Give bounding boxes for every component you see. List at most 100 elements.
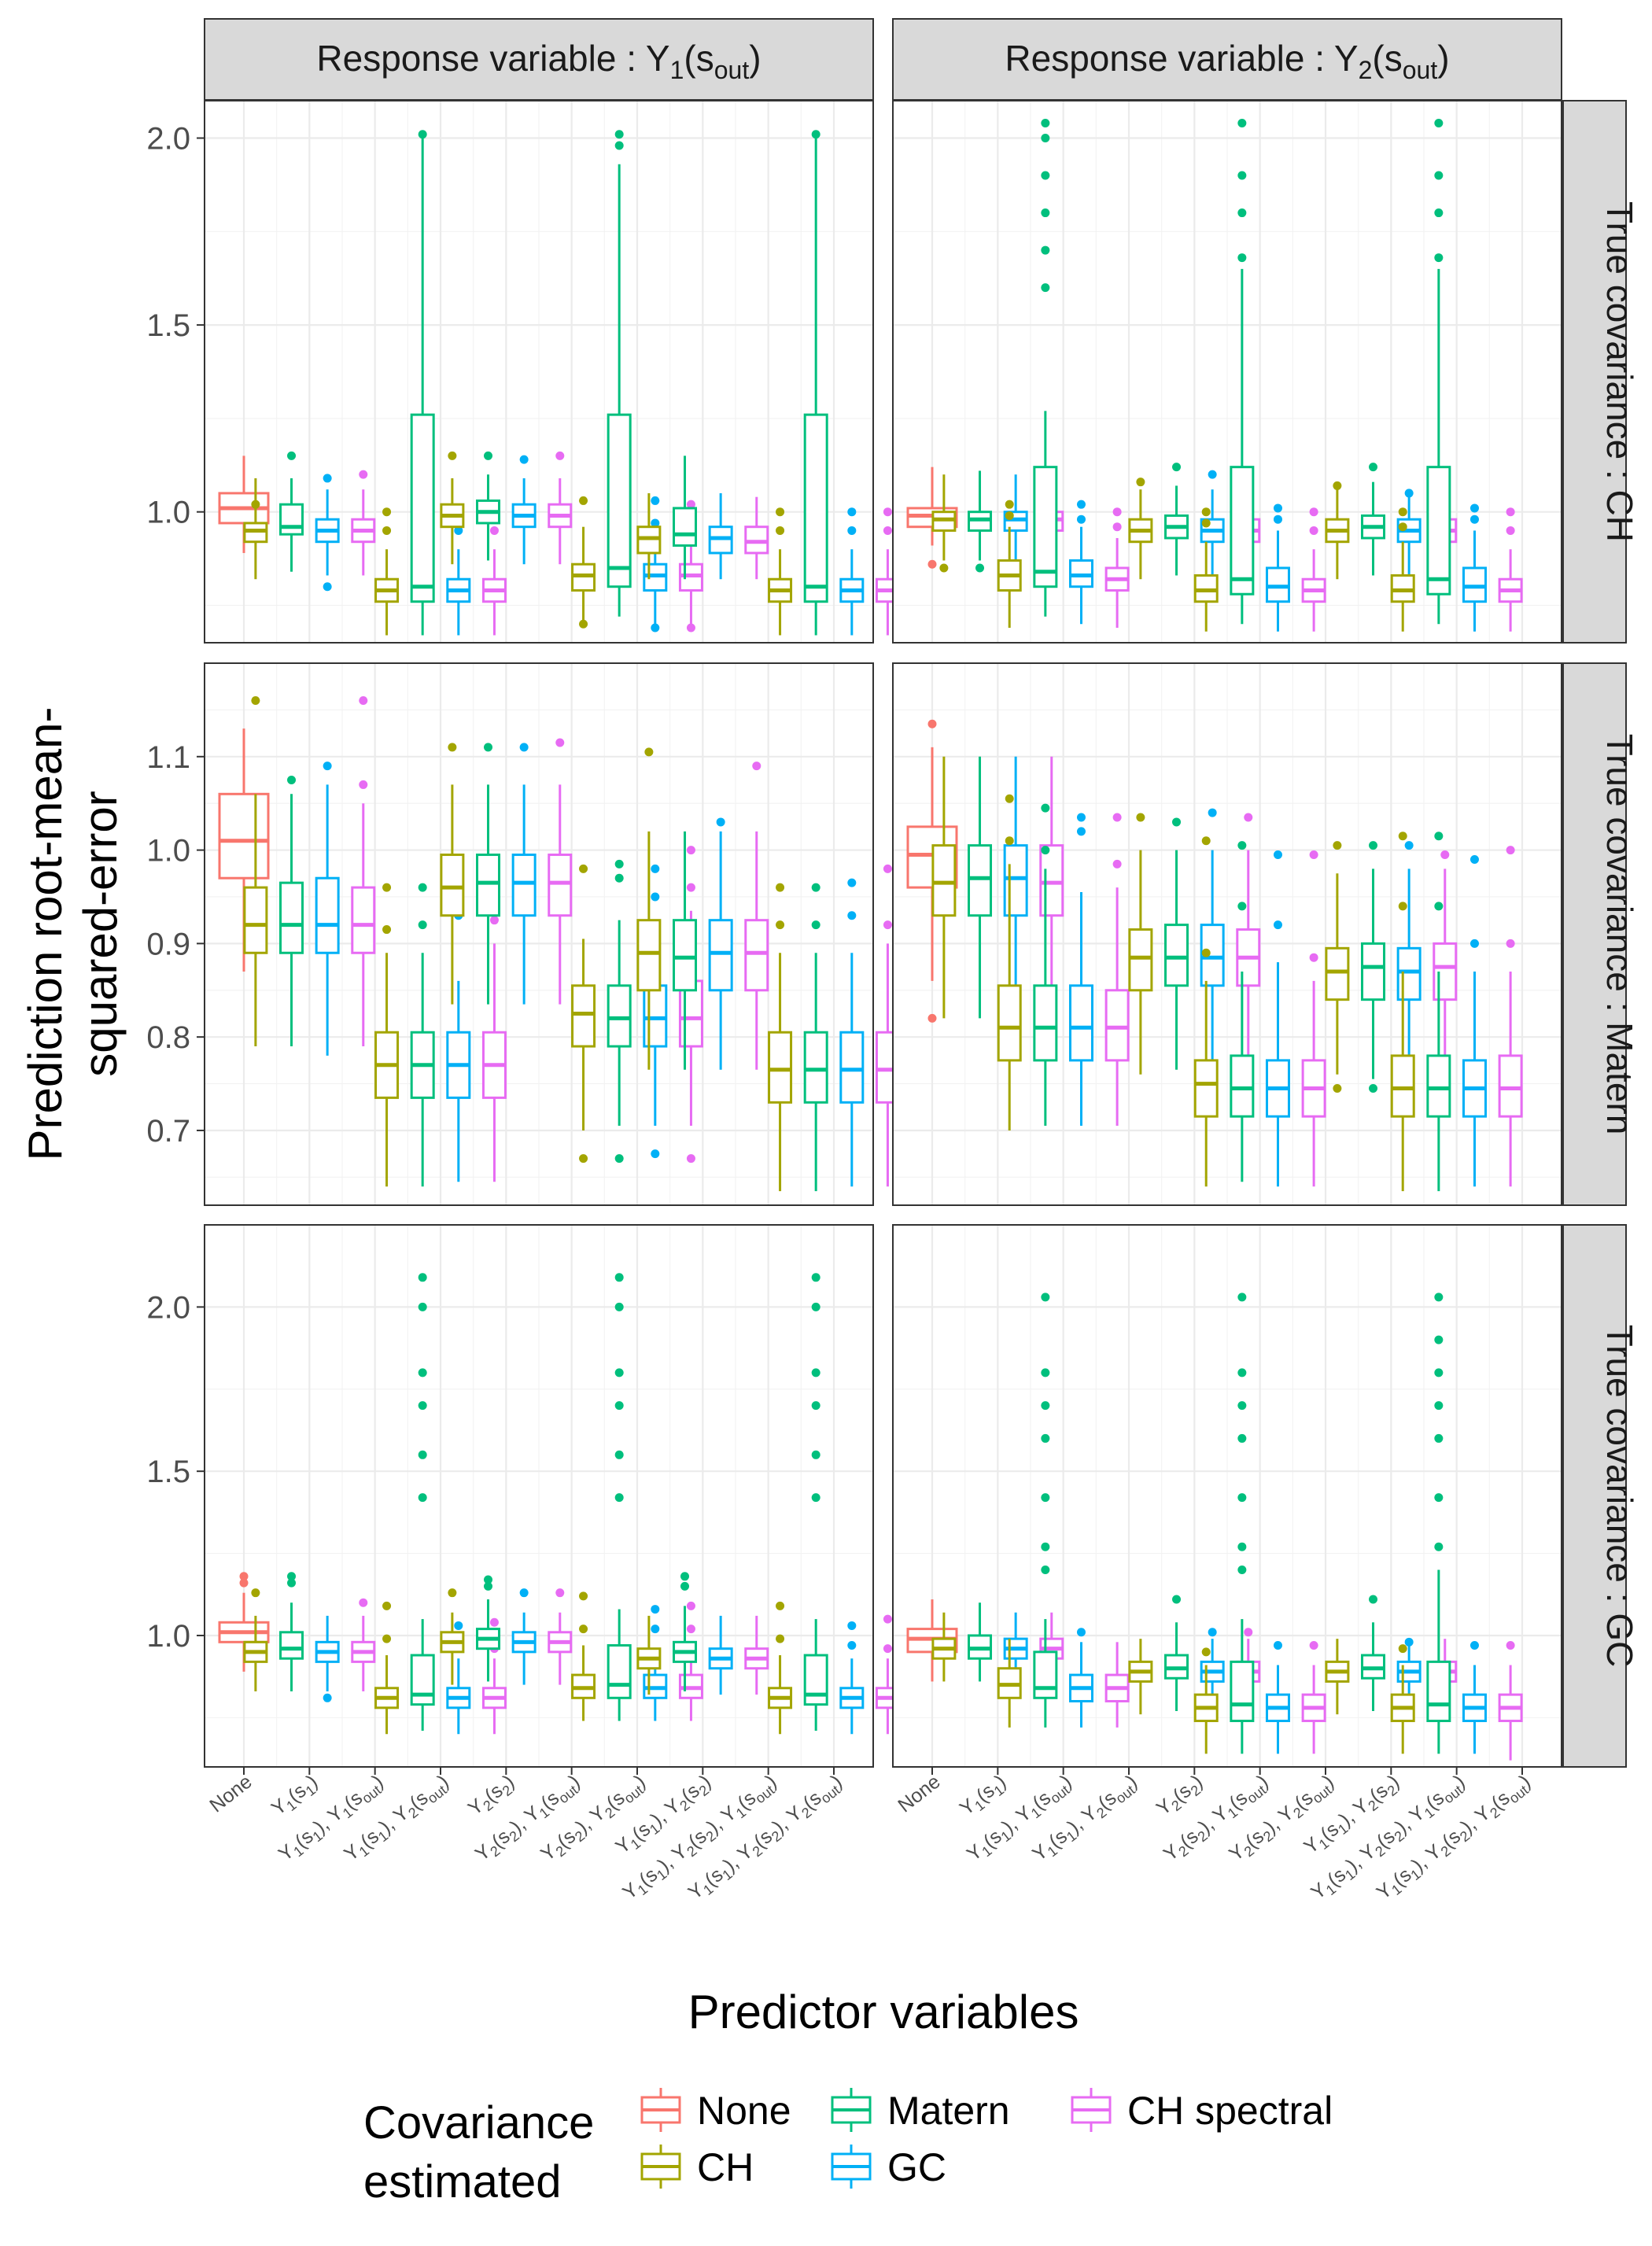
outlier-point [382, 526, 392, 535]
boxplot-gc [315, 474, 340, 592]
boxplot-ch [1193, 1647, 1219, 1754]
boxplot-matern [279, 775, 304, 1047]
outlier-point [579, 619, 588, 629]
outlier-point [1237, 1542, 1247, 1551]
outlier-point [1237, 1368, 1247, 1377]
outlier-point [359, 1598, 368, 1607]
box-iqr [636, 919, 662, 992]
boxplot-ch [1325, 841, 1350, 1093]
outlier-point [448, 451, 457, 460]
box-iqr [1230, 1054, 1255, 1118]
box-layer [218, 1273, 900, 1735]
boxplot-matern [410, 883, 435, 1187]
boxplot-ch [440, 1588, 465, 1685]
outlier-point [448, 743, 457, 752]
outlier-point [1041, 1368, 1050, 1377]
y-tick-label: 2.0 [146, 122, 190, 157]
boxplot-matern [968, 1602, 993, 1682]
box-iqr [440, 854, 465, 917]
outlier-point [1041, 803, 1050, 813]
outlier-point [1237, 1401, 1247, 1411]
outlier-point [1434, 253, 1444, 263]
boxplot-ch [374, 1601, 400, 1735]
outlier-point [811, 1368, 820, 1377]
outlier-point [1041, 1433, 1050, 1443]
boxplot-gc [839, 878, 865, 1187]
box-iqr [1068, 984, 1093, 1062]
outlier-point [1434, 1368, 1444, 1377]
boxplot-ch [1128, 1639, 1153, 1715]
panel-border [204, 1224, 874, 1768]
outlier-point [1237, 1493, 1247, 1503]
boxplot-gc [1265, 1640, 1290, 1754]
boxplot-gc [511, 1588, 537, 1685]
box-iqr [243, 886, 268, 954]
box-iqr [1039, 844, 1064, 917]
panel-CH-Y1 [204, 100, 900, 644]
facet-strips: Response variable : Y1(sout) Response var… [204, 18, 1640, 1768]
boxplot-gc [315, 762, 340, 1056]
outlier-point [776, 1601, 785, 1610]
box-iqr [803, 413, 828, 603]
outlier-point [614, 1302, 624, 1311]
outlier-point [1112, 813, 1122, 822]
outlier-point [1112, 522, 1122, 532]
box-iqr [410, 413, 435, 603]
outlier-point [1434, 902, 1444, 911]
boxplot-matern [1361, 463, 1386, 576]
outlier-point [484, 1581, 493, 1591]
boxplot-ch [1390, 1644, 1415, 1754]
outlier-point [1172, 1595, 1182, 1604]
boxplot-gc [1462, 1640, 1487, 1754]
outlier-point [1041, 1293, 1050, 1302]
boxplot-ch [571, 1591, 596, 1721]
box-iqr [673, 507, 698, 547]
boxplot-gc [708, 492, 733, 580]
outlier-point [1434, 171, 1444, 180]
outlier-point [1434, 1433, 1444, 1443]
box-iqr [1426, 466, 1451, 596]
outlier-point [1309, 953, 1318, 962]
box-layer [906, 1293, 1523, 1761]
row-strip-GC: True covariance : GC [1562, 1224, 1640, 1768]
y-tick-label: 0.9 [146, 927, 190, 961]
boxplot-none [218, 455, 270, 553]
box-iqr [1164, 924, 1189, 987]
box-iqr [968, 844, 993, 917]
outlier-point [1434, 1293, 1444, 1302]
boxplot-gc [1462, 503, 1487, 632]
outlier-point [1273, 920, 1282, 930]
box-iqr [1433, 942, 1458, 1001]
outlier-point [579, 864, 588, 873]
outlier-point [1041, 208, 1050, 218]
outlier-point [651, 1149, 660, 1159]
boxplot-gc [839, 507, 865, 636]
outlier-point [1076, 1628, 1086, 1637]
box-iqr [1230, 466, 1255, 596]
outlier-point [1273, 514, 1282, 524]
outlier-point [418, 1273, 427, 1282]
boxplot-matern [968, 756, 993, 1019]
outlier-point [686, 846, 695, 855]
panel-border [892, 662, 1562, 1206]
boxplot-matern [1361, 1595, 1386, 1712]
outlier-point [1398, 832, 1407, 841]
boxplot-gc [1462, 854, 1487, 1187]
outlier-point [680, 1581, 690, 1591]
outlier-point [686, 500, 695, 509]
outlier-point [579, 496, 588, 505]
box-iqr [1003, 844, 1028, 917]
outlier-point [811, 920, 820, 930]
outlier-point [579, 1154, 588, 1164]
outlier-point [651, 1605, 660, 1614]
strip-background [1562, 662, 1627, 1206]
box-iqr [1033, 1650, 1058, 1699]
outlier-point [1041, 1542, 1050, 1551]
box-iqr [1230, 1660, 1255, 1723]
outlier-point [1333, 481, 1342, 490]
outlier-point [1398, 1644, 1407, 1654]
box-iqr [511, 854, 537, 917]
outlier-point [1041, 171, 1050, 180]
boxplot-gc [1200, 808, 1225, 1070]
outlier-point [1136, 478, 1145, 487]
